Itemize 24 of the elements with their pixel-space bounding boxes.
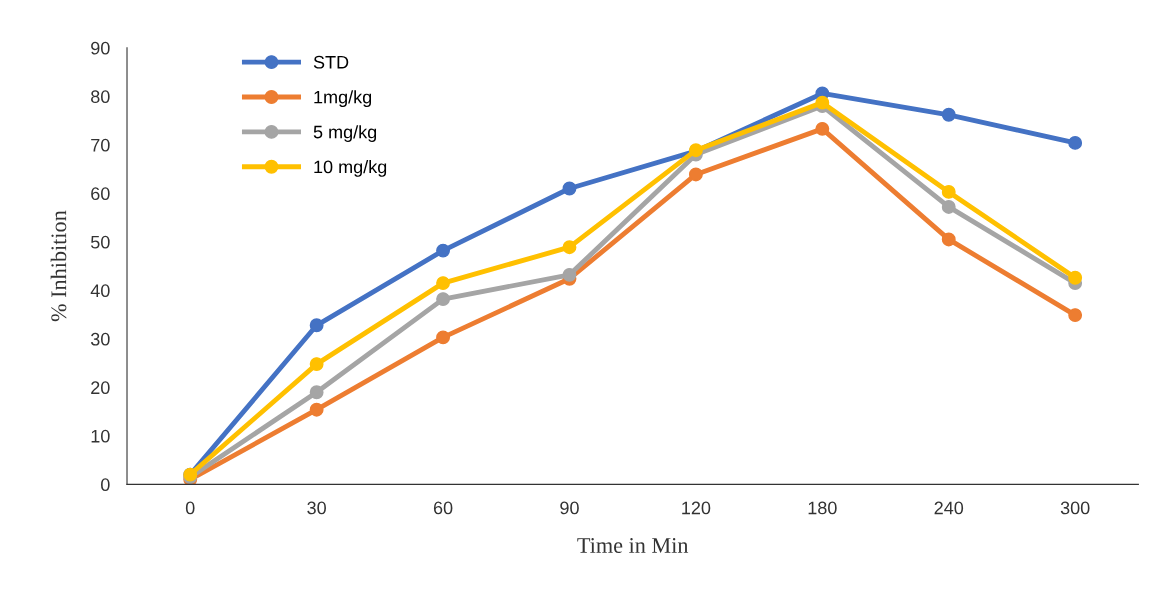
x-tick-label: 120 — [682, 501, 711, 515]
x-tick-label: 90 — [560, 501, 579, 515]
y-tick-label: 50 — [90, 235, 110, 249]
x-tick-label: 180 — [808, 501, 837, 515]
legend-label: STD — [313, 55, 349, 69]
y-tick-label: 0 — [101, 478, 110, 492]
y-tick-label: 20 — [91, 381, 110, 395]
y-tick-label: 70 — [91, 138, 110, 152]
y-tick-label: 10 — [91, 429, 110, 443]
x-tick-label: 30 — [307, 501, 326, 515]
legend-label: 1mg/kg — [314, 90, 372, 108]
y-tick-label: 30 — [90, 332, 110, 346]
x-tick-label: 240 — [934, 501, 964, 515]
y-tick-label: 40 — [90, 284, 110, 298]
y-tick-label: 60 — [91, 187, 110, 201]
legend-label: 10 mg/kg — [314, 160, 387, 177]
x-tick-label: 60 — [433, 501, 453, 515]
x-tick-label: 0 — [185, 501, 195, 515]
y-axis-title: % Inhibition — [50, 210, 67, 322]
y-tick-label: 90 — [91, 41, 110, 55]
x-tick-label: 300 — [1060, 501, 1090, 515]
y-tick-label: 80 — [91, 90, 110, 104]
x-axis-title: Time in Min — [577, 538, 689, 553]
legend-label: 5 mg/kg — [313, 125, 377, 142]
